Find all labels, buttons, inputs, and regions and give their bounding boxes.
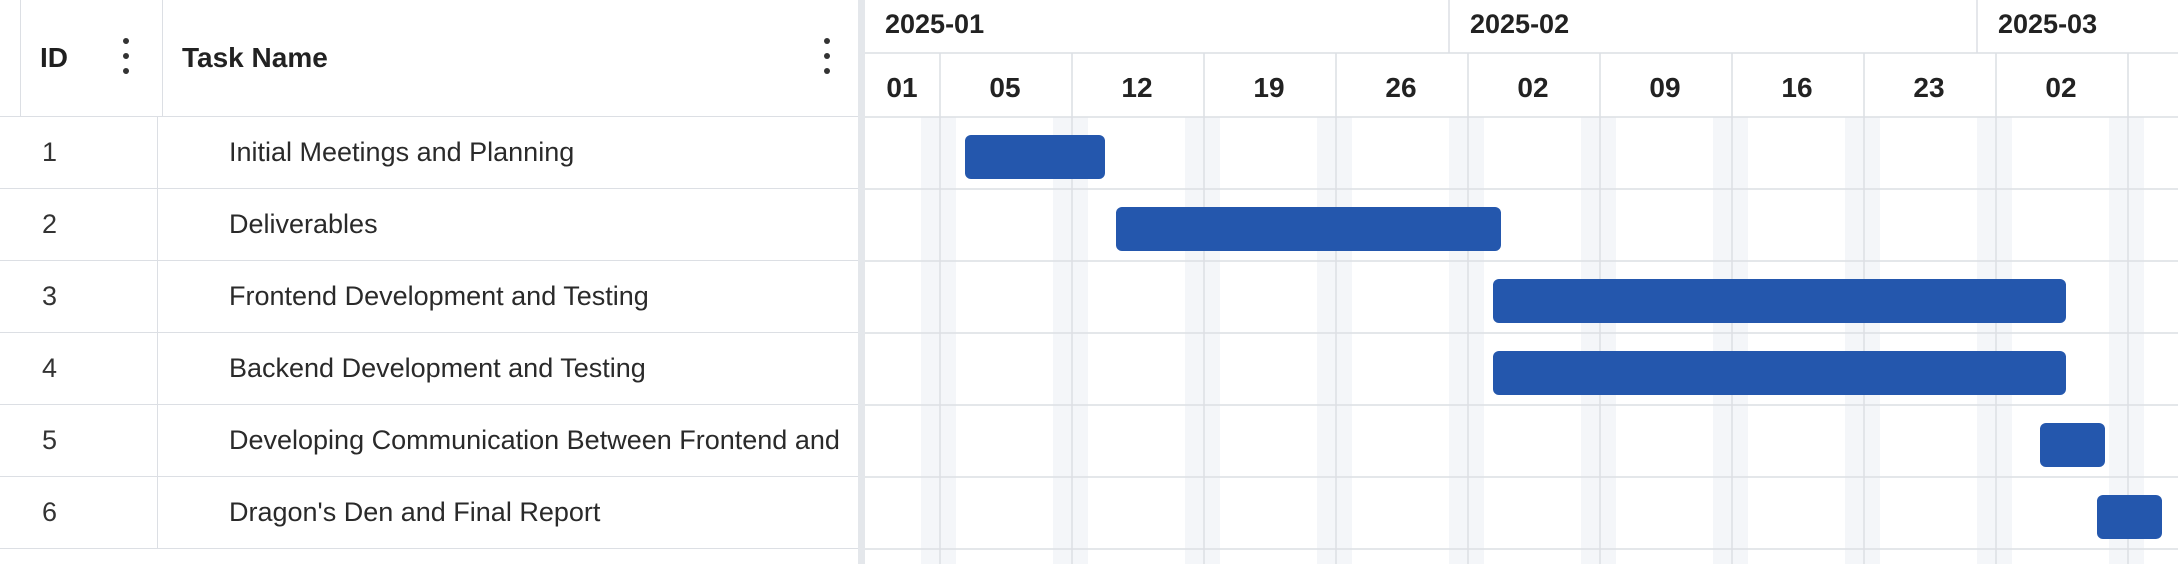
month-label: 2025-01 xyxy=(885,9,984,39)
id-column-menu-icon[interactable] xyxy=(116,38,136,74)
task-name-cell: Developing Communication Between Fronten… xyxy=(229,425,839,455)
task-bar[interactable] xyxy=(2040,423,2105,467)
month-label: 2025-02 xyxy=(1470,9,1569,39)
weekend-band xyxy=(1468,117,1484,564)
weekend-band xyxy=(1449,117,1468,564)
weekend-band xyxy=(1600,117,1616,564)
timeline-area: 2025-01 2025-02 2025-03 01 05 12 19 26 02 09 16 23 0… xyxy=(865,0,2178,564)
week-label: 12 xyxy=(1121,72,1152,103)
task-name-cell: Dragon's Den and Final Report xyxy=(229,497,601,527)
weekend-band xyxy=(1072,117,1088,564)
column-header-task-name-label: Task Name xyxy=(182,42,328,73)
weekend-band xyxy=(1317,117,1336,564)
table-row[interactable]: 2 Deliverables xyxy=(0,189,858,261)
weekend-band xyxy=(1336,117,1352,564)
weekend-band xyxy=(1581,117,1600,564)
grid-body: 1 Initial Meetings and Planning 2 Delive… xyxy=(0,117,858,549)
table-row[interactable]: 6 Dragon's Den and Final Report xyxy=(0,477,858,549)
week-label: 26 xyxy=(1385,72,1416,103)
table-row[interactable]: 5 Developing Communication Between Front… xyxy=(0,405,858,477)
weekend-band xyxy=(940,117,956,564)
header-divider xyxy=(20,0,21,116)
weekend-band xyxy=(1996,117,2012,564)
grid-resizer[interactable] xyxy=(858,0,865,564)
task-name-cell: Deliverables xyxy=(229,209,378,239)
weekend-band xyxy=(1185,117,1204,564)
weekend-band xyxy=(1204,117,1220,564)
weekend-band xyxy=(1864,117,1880,564)
task-name-cell: Backend Development and Testing xyxy=(229,353,646,383)
weekend-band xyxy=(2128,117,2144,564)
task-bar[interactable] xyxy=(1116,207,1501,251)
task-id-cell: 6 xyxy=(0,477,158,548)
week-label: 02 xyxy=(2045,72,2076,103)
task-bar[interactable] xyxy=(1493,279,2066,323)
weekend-band xyxy=(1977,117,1996,564)
task-bar[interactable] xyxy=(2097,495,2162,539)
weekend-band xyxy=(2109,117,2128,564)
weekend-band xyxy=(921,117,940,564)
task-id-cell: 2 xyxy=(0,189,158,260)
week-label: 19 xyxy=(1253,72,1284,103)
table-row[interactable]: 4 Backend Development and Testing xyxy=(0,333,858,405)
task-id-cell: 3 xyxy=(0,261,158,332)
weekend-band xyxy=(1732,117,1748,564)
week-label: 23 xyxy=(1913,72,1944,103)
timeline-svg: 2025-01 2025-02 2025-03 01 05 12 19 26 02 09 16 23 0… xyxy=(865,0,2178,564)
weekend-band xyxy=(1713,117,1732,564)
week-label: 16 xyxy=(1781,72,1812,103)
task-id-cell: 5 xyxy=(0,405,158,476)
task-bar[interactable] xyxy=(1493,351,2066,395)
task-id-cell: 4 xyxy=(0,333,158,404)
month-label: 2025-03 xyxy=(1998,9,2097,39)
timeline-header-bg xyxy=(865,0,2178,117)
task-grid: ID Task Name 1 Initial Meetings and Plan… xyxy=(0,0,858,564)
task-name-cell: Initial Meetings and Planning xyxy=(229,137,575,167)
column-header-id[interactable]: ID xyxy=(40,42,68,73)
task-name-column-menu-icon[interactable] xyxy=(817,38,837,74)
week-label: 09 xyxy=(1649,72,1680,103)
week-label: 02 xyxy=(1517,72,1548,103)
table-row[interactable]: 1 Initial Meetings and Planning xyxy=(0,117,858,189)
week-label: 01 xyxy=(886,72,917,103)
week-label: 05 xyxy=(989,72,1020,103)
task-bar[interactable] xyxy=(965,135,1105,179)
task-name-cell: Frontend Development and Testing xyxy=(229,281,649,311)
task-id-cell: 1 xyxy=(0,117,158,188)
weekend-band xyxy=(1845,117,1864,564)
table-row[interactable]: 3 Frontend Development and Testing xyxy=(0,261,858,333)
weekend-band xyxy=(1053,117,1072,564)
column-header-task-name[interactable]: Task Name xyxy=(162,0,858,116)
grid-header: ID Task Name xyxy=(0,0,858,117)
